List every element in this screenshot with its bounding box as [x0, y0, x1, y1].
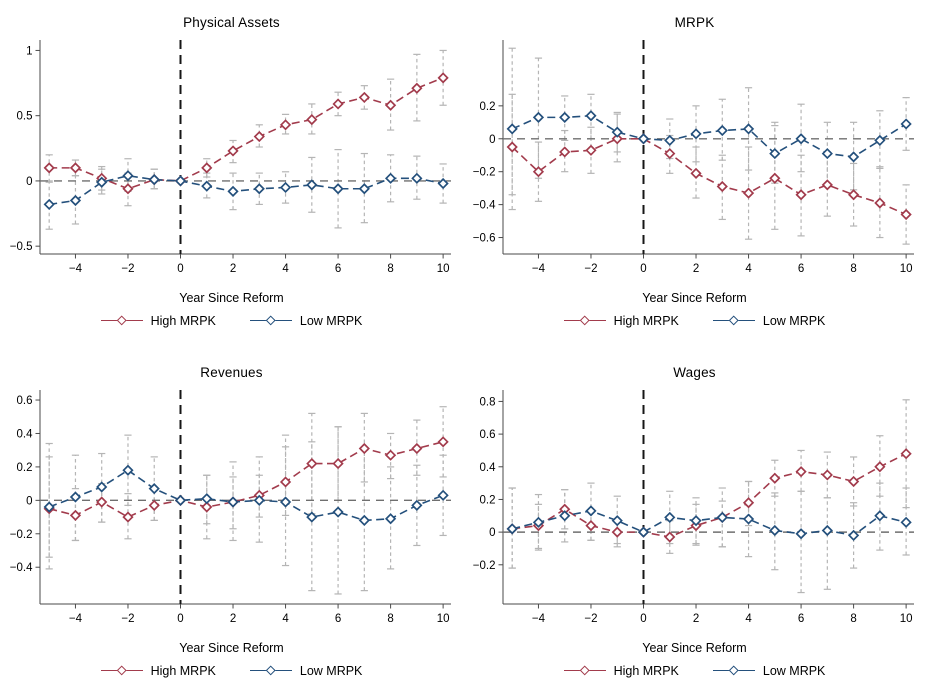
panel-title-revenues: Revenues	[200, 365, 263, 380]
legend-item-low-mrpk: Low MRPK	[249, 314, 363, 328]
svg-text:0.4: 0.4	[480, 462, 497, 474]
svg-text:−0.2: −0.2	[473, 560, 496, 572]
chart-physical-assets: 1 0.5 0 −0.5 −4 −2 0 2 4 6 8 10	[10, 40, 451, 275]
svg-text:0.5: 0.5	[17, 111, 33, 123]
legend-item-high-mrpk: High MRPK	[563, 664, 679, 678]
svg-text:10: 10	[900, 263, 913, 275]
svg-text:0.6: 0.6	[17, 395, 33, 407]
svg-text:−0.2: −0.2	[10, 529, 33, 541]
legend-item-low-mrpk: Low MRPK	[712, 314, 826, 328]
svg-text:0: 0	[177, 263, 183, 275]
legend: High MRPK Low MRPK	[0, 664, 463, 678]
panel-mrpk: MRPK 0.2 0 −0.2 −0.4 −0.6 −4 −2 0 2 4 6 8 10 Year Si…	[463, 0, 926, 350]
legend-label-low-mrpk: Low MRPK	[299, 664, 363, 678]
svg-text:0: 0	[489, 134, 495, 146]
svg-text:0.6: 0.6	[480, 429, 496, 441]
x-axis-label: Year Since Reform	[642, 291, 747, 305]
legend-item-high-mrpk: High MRPK	[563, 314, 679, 328]
x-axis-label: Year Since Reform	[179, 291, 284, 305]
svg-text:6: 6	[335, 263, 341, 275]
legend-label-low-mrpk: Low MRPK	[299, 314, 363, 328]
svg-text:−0.4: −0.4	[473, 200, 496, 212]
svg-text:4: 4	[282, 613, 289, 625]
svg-text:−0.2: −0.2	[473, 167, 496, 179]
legend-label-low-mrpk: Low MRPK	[762, 664, 826, 678]
legend-item-low-mrpk: Low MRPK	[712, 664, 826, 678]
svg-text:−2: −2	[121, 613, 134, 625]
legend-label-high-mrpk: High MRPK	[613, 314, 679, 328]
legend-item-high-mrpk: High MRPK	[100, 664, 216, 678]
panel-title-physical-assets: Physical Assets	[183, 15, 280, 30]
svg-text:−4: −4	[532, 613, 546, 625]
svg-text:−0.5: −0.5	[10, 241, 33, 253]
svg-text:10: 10	[437, 613, 450, 625]
panel-physical-assets: Physical Assets 1 0.5 0 −0.5 −4 −2 0 2 4 6 8 10 Yea…	[0, 0, 463, 350]
svg-text:−0.6: −0.6	[473, 233, 496, 245]
panel-revenues: Revenues 0.6 0.4 0.2 0 −0.2 −0.4 −4 −2 0 2 4 6 8 10 Y…	[0, 350, 463, 700]
chart-revenues: 0.6 0.4 0.2 0 −0.2 −0.4 −4 −2 0 2 4 6 8 10	[10, 390, 451, 625]
panel-title-wages: Wages	[673, 365, 716, 380]
svg-text:6: 6	[335, 613, 341, 625]
legend: High MRPK Low MRPK	[0, 314, 463, 328]
svg-text:0: 0	[26, 176, 32, 188]
low-mrpk-marker-icon	[712, 315, 755, 327]
svg-text:0: 0	[26, 495, 32, 507]
svg-text:−4: −4	[69, 263, 83, 275]
svg-text:4: 4	[745, 263, 752, 275]
legend-label-high-mrpk: High MRPK	[613, 664, 679, 678]
low-mrpk-marker-icon	[249, 315, 292, 327]
svg-text:−0.4: −0.4	[10, 562, 33, 574]
svg-text:10: 10	[437, 263, 450, 275]
svg-text:4: 4	[282, 263, 289, 275]
svg-text:0: 0	[640, 263, 646, 275]
svg-text:0: 0	[177, 613, 183, 625]
svg-text:2: 2	[693, 263, 699, 275]
svg-text:0: 0	[489, 527, 495, 539]
low-mrpk-marker-icon	[712, 665, 755, 677]
svg-text:0.4: 0.4	[17, 428, 34, 440]
svg-text:2: 2	[230, 263, 236, 275]
svg-text:2: 2	[693, 613, 699, 625]
svg-text:8: 8	[850, 613, 856, 625]
svg-text:8: 8	[850, 263, 856, 275]
high-mrpk-marker-icon	[563, 315, 606, 327]
high-mrpk-marker-icon	[100, 665, 143, 677]
chart-mrpk: 0.2 0 −0.2 −0.4 −0.6 −4 −2 0 2 4 6 8 10	[473, 40, 914, 275]
svg-text:−2: −2	[584, 613, 597, 625]
svg-text:8: 8	[387, 263, 393, 275]
x-axis-label: Year Since Reform	[642, 641, 747, 655]
svg-text:4: 4	[745, 613, 752, 625]
svg-text:0.2: 0.2	[480, 494, 496, 506]
svg-text:−2: −2	[584, 263, 597, 275]
svg-text:−2: −2	[121, 263, 134, 275]
legend: High MRPK Low MRPK	[463, 314, 926, 328]
svg-text:10: 10	[900, 613, 913, 625]
low-mrpk-marker-icon	[249, 665, 292, 677]
svg-text:6: 6	[798, 263, 804, 275]
svg-text:6: 6	[798, 613, 804, 625]
high-mrpk-marker-icon	[563, 665, 606, 677]
panel-wages: Wages 0.8 0.6 0.4 0.2 0 −0.2 −4 −2 0 2 4 6 8 10 Year …	[463, 350, 926, 700]
svg-text:2: 2	[230, 613, 236, 625]
svg-text:−4: −4	[532, 263, 546, 275]
svg-text:0: 0	[640, 613, 646, 625]
high-mrpk-marker-icon	[100, 315, 143, 327]
legend-label-high-mrpk: High MRPK	[150, 664, 216, 678]
svg-text:0.2: 0.2	[480, 101, 496, 113]
svg-text:−4: −4	[69, 613, 83, 625]
svg-text:0.2: 0.2	[17, 462, 33, 474]
legend-label-high-mrpk: High MRPK	[150, 314, 216, 328]
legend-item-high-mrpk: High MRPK	[100, 314, 216, 328]
x-axis-label: Year Since Reform	[179, 641, 284, 655]
legend-label-low-mrpk: Low MRPK	[762, 314, 826, 328]
legend: High MRPK Low MRPK	[463, 664, 926, 678]
chart-wages: 0.8 0.6 0.4 0.2 0 −0.2 −4 −2 0 2 4 6 8 10	[473, 390, 914, 625]
svg-text:1: 1	[26, 45, 32, 57]
legend-item-low-mrpk: Low MRPK	[249, 664, 363, 678]
svg-text:0.8: 0.8	[480, 396, 496, 408]
svg-text:8: 8	[387, 613, 393, 625]
panel-title-mrpk: MRPK	[674, 15, 715, 30]
